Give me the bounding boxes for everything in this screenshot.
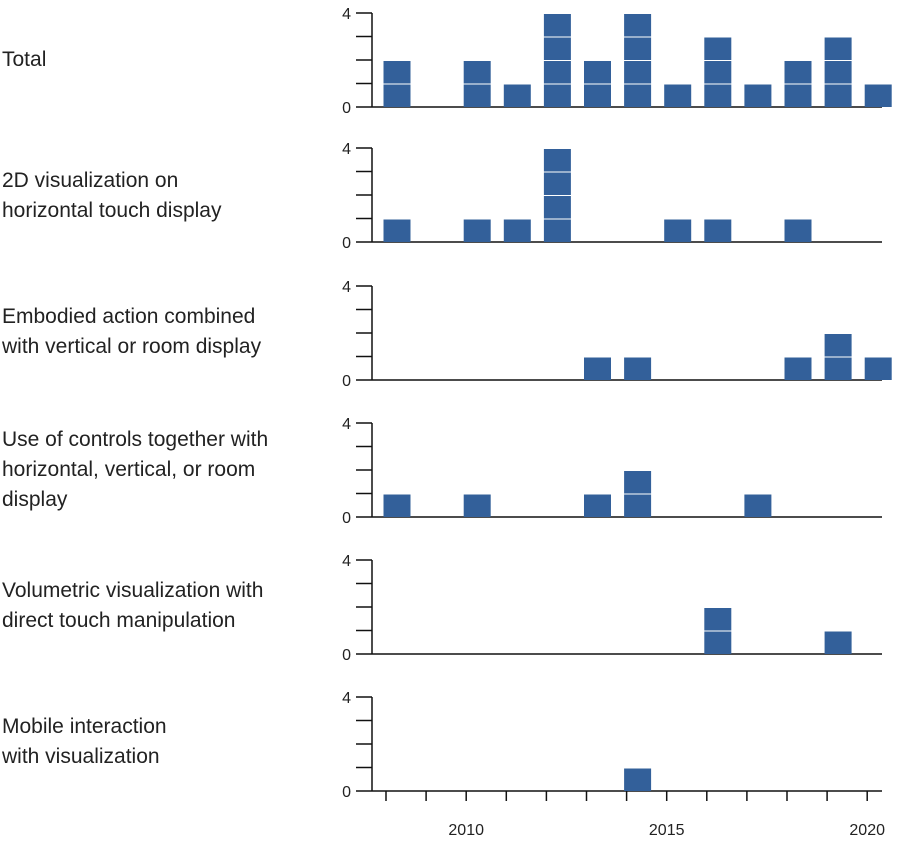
data-square: [824, 631, 852, 654]
panel-label-line: horizontal, vertical, or room: [2, 458, 256, 481]
panel-label-line: Embodied action combined: [2, 305, 256, 328]
x-axis: 2010 2015 2020: [385, 791, 885, 839]
x-tick-label: 2010: [448, 822, 484, 839]
y-tick-label: 0: [342, 235, 351, 252]
data-square: [704, 37, 732, 60]
data-square: [503, 84, 531, 107]
data-square: [664, 84, 692, 107]
data-square: [383, 61, 411, 84]
y-tick-label: 4: [342, 6, 351, 23]
data-square: [704, 631, 732, 654]
y-tick-label: 0: [342, 373, 351, 390]
data-square: [584, 357, 611, 380]
y-tick-label: 0: [342, 647, 351, 664]
panel-label-line: direct touch manipulation: [2, 609, 236, 632]
data-square: [543, 61, 571, 84]
panel-label-line: 2D visualization on: [2, 169, 179, 192]
x-tick-label: 2015: [649, 822, 685, 839]
data-square: [784, 61, 812, 84]
data-square: [784, 357, 812, 380]
data-square: [624, 84, 652, 107]
data-square: [543, 14, 571, 37]
panel-4: 04: [342, 416, 882, 527]
data-square: [624, 357, 652, 380]
data-square: [624, 471, 652, 494]
data-square: [543, 196, 571, 219]
data-square: [704, 84, 732, 107]
data-square: [624, 494, 652, 517]
panel-label-line: Use of controls together with: [2, 428, 269, 451]
data-square: [864, 84, 892, 107]
data-square: [463, 494, 491, 517]
data-square: [664, 219, 692, 242]
panel-label-line: Total: [2, 48, 47, 71]
data-square: [543, 84, 571, 107]
panel-label: Total: [2, 45, 327, 75]
data-square: [824, 357, 852, 380]
y-tick-label: 4: [342, 416, 351, 433]
data-square: [784, 219, 812, 242]
y-tick-label: 4: [342, 279, 351, 296]
panel-3: 04: [342, 279, 892, 390]
y-tick-label: 4: [342, 690, 351, 707]
data-square: [744, 494, 772, 517]
panel-2: 04: [342, 141, 882, 252]
y-tick-label: 0: [342, 510, 351, 527]
data-square: [824, 61, 852, 84]
panel-5: 04: [342, 553, 882, 664]
data-square: [543, 149, 571, 172]
panel-label-line: Volumetric visualization with: [2, 579, 264, 602]
data-square: [463, 61, 491, 84]
data-square: [624, 61, 652, 84]
data-square: [624, 37, 652, 60]
panel-label: Volumetric visualization with direct touc…: [2, 576, 327, 636]
x-tick-label: 2020: [849, 822, 885, 839]
data-square: [784, 84, 812, 107]
panel-label-line: display: [2, 488, 68, 511]
data-square: [624, 14, 652, 37]
y-tick-label: 4: [342, 141, 351, 158]
data-square: [503, 219, 531, 242]
data-square: [463, 84, 491, 107]
y-tick-label: 4: [342, 553, 351, 570]
data-square: [624, 768, 652, 791]
y-tick-label: 0: [342, 100, 351, 117]
data-square: [704, 219, 732, 242]
panel-1: 04: [342, 6, 892, 117]
panel-label-line: with vertical or room display: [2, 335, 262, 358]
data-square: [864, 357, 892, 380]
data-square: [383, 494, 411, 517]
panel-label: 2D visualization on horizontal touch disp…: [2, 166, 327, 226]
y-tick-label: 0: [342, 784, 351, 801]
panel-label-line: with visualization: [2, 745, 160, 768]
data-square: [584, 61, 611, 84]
panel-label-line: horizontal touch display: [2, 199, 222, 222]
panel-label: Mobile interaction with visualization: [2, 712, 327, 772]
data-square: [824, 84, 852, 107]
data-square: [463, 219, 491, 242]
data-square: [543, 219, 571, 242]
data-square: [584, 84, 611, 107]
panel-label: Embodied action combined with vertical or…: [2, 302, 327, 362]
data-square: [824, 334, 852, 357]
data-square: [584, 494, 611, 517]
panel-6: 04: [342, 690, 882, 801]
data-square: [704, 61, 732, 84]
data-square: [704, 608, 732, 631]
data-square: [744, 84, 772, 107]
panel-label: Use of controls together with horizontal,…: [2, 425, 327, 515]
data-square: [543, 172, 571, 195]
data-square: [824, 37, 852, 60]
data-square: [383, 219, 411, 242]
data-square: [383, 84, 411, 107]
data-square: [543, 37, 571, 60]
panel-label-line: Mobile interaction: [2, 715, 167, 738]
